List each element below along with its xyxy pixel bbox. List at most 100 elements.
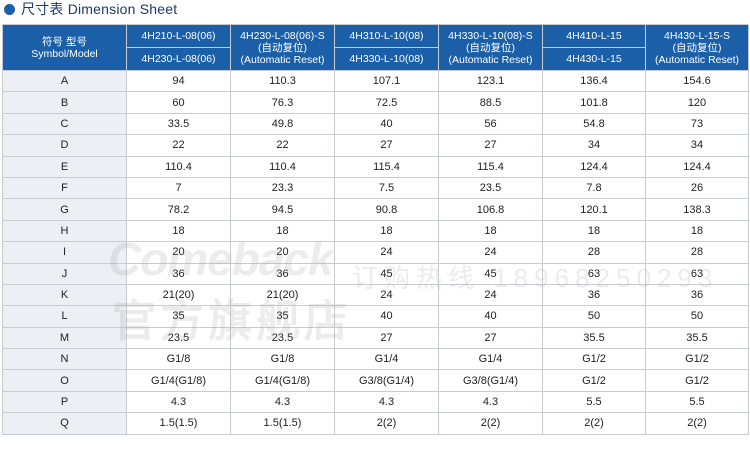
value-cell: G1/2 <box>542 348 646 371</box>
value-cell: 107.1 <box>334 69 439 93</box>
value-cell: 18 <box>126 219 231 243</box>
value-cell: 36 <box>645 283 749 307</box>
value-cell: 72.5 <box>334 91 439 114</box>
value-cell: 36 <box>230 262 335 285</box>
value-cell: 124.4 <box>542 155 646 178</box>
model-header-col2-name: 4H230-L-08(06)-S <box>240 29 325 42</box>
symbol-cell: N <box>2 348 127 371</box>
symbol-cell: G <box>2 198 127 221</box>
symbol-cell: H <box>2 219 127 243</box>
value-cell: 1.5(1.5) <box>126 412 231 435</box>
value-cell: 33.5 <box>126 112 231 136</box>
value-cell: 18 <box>334 219 439 243</box>
model-header-col6-name: 4H430-L-15-S <box>664 29 730 42</box>
table-row: L 35 35 40 40 50 50 <box>2 305 749 328</box>
model-header-col1-top: 4H210-L-08(06) <box>126 24 231 48</box>
value-cell: 50 <box>542 305 646 328</box>
table-row: D 22 22 27 27 34 34 <box>2 134 749 157</box>
symbol-cell: E <box>2 155 127 178</box>
table-row: C 33.5 49.8 40 56 54.8 73 <box>2 112 749 136</box>
value-cell: 115.4 <box>334 155 439 178</box>
value-cell: 40 <box>438 305 543 328</box>
symbol-cell: C <box>2 112 127 136</box>
value-cell: 50 <box>645 305 749 328</box>
value-cell: 27 <box>334 326 439 350</box>
header-row: 符号 型号 Symbol/Model 4H210-L-08(06) 4H230-… <box>2 24 749 71</box>
value-cell: 78.2 <box>126 198 231 221</box>
value-cell: 110.3 <box>230 69 335 93</box>
table-row: H 18 18 18 18 18 18 <box>2 219 749 243</box>
value-cell: 20 <box>230 241 335 264</box>
model-header-col1-bottom: 4H230-L-08(06) <box>126 47 231 71</box>
value-cell: 49.8 <box>230 112 335 136</box>
symbol-cell: O <box>2 369 127 392</box>
value-cell: 2(2) <box>645 412 749 435</box>
value-cell: 1.5(1.5) <box>230 412 335 435</box>
symbol-cell: B <box>2 91 127 114</box>
table-row: Q 1.5(1.5) 1.5(1.5) 2(2) 2(2) 2(2) 2(2) <box>2 412 749 435</box>
value-cell: 36 <box>542 283 646 307</box>
value-cell: 136.4 <box>542 69 646 93</box>
value-cell: 115.4 <box>438 155 543 178</box>
symbol-label-en: Symbol/Model <box>31 47 98 60</box>
value-cell: 5.5 <box>542 390 646 414</box>
value-cell: 20 <box>126 241 231 264</box>
value-cell: G1/2 <box>645 348 749 371</box>
symbol-cell: D <box>2 134 127 157</box>
value-cell: 36 <box>126 262 231 285</box>
dimension-table: 符号 型号 Symbol/Model 4H210-L-08(06) 4H230-… <box>2 24 749 435</box>
model-header-col4: 4H330-L-10(08)-S (自动复位) (Automatic Reset… <box>438 24 543 71</box>
value-cell: 106.8 <box>438 198 543 221</box>
value-cell: 123.1 <box>438 69 543 93</box>
table-row: O G1/4(G1/8) G1/4(G1/8) G3/8(G1/4) G3/8(G1/4… <box>2 369 749 392</box>
model-header-col6: 4H430-L-15-S (自动复位) (Automatic Reset) <box>645 24 749 71</box>
symbol-cell: P <box>2 390 127 414</box>
value-cell: 28 <box>645 241 749 264</box>
value-cell: 35 <box>126 305 231 328</box>
value-cell: G1/2 <box>645 369 749 392</box>
symbol-cell: F <box>2 176 127 200</box>
value-cell: 124.4 <box>645 155 749 178</box>
model-header-col4-cn: (自动复位) <box>466 41 515 54</box>
model-header-col3-top: 4H310-L-10(08) <box>334 24 439 48</box>
model-header-col2-cn: (自动复位) <box>258 41 307 54</box>
symbol-cell: Q <box>2 412 127 435</box>
table-row: I 20 20 24 24 28 28 <box>2 241 749 264</box>
value-cell: 154.6 <box>645 69 749 93</box>
model-header-col3-bottom: 4H330-L-10(08) <box>334 47 439 71</box>
value-cell: 40 <box>334 305 439 328</box>
value-cell: 63 <box>645 262 749 285</box>
value-cell: 35.5 <box>542 326 646 350</box>
header-row-2: 4H230-L-08(06) 4H330-L-10(08) 4H430-L-15 <box>3 47 749 71</box>
table-row: E 110.4 110.4 115.4 115.4 124.4 124.4 <box>2 155 749 178</box>
value-cell: 76.3 <box>230 91 335 114</box>
value-cell: G1/8 <box>230 348 335 371</box>
value-cell: 40 <box>334 112 439 136</box>
value-cell: 94.5 <box>230 198 335 221</box>
value-cell: 22 <box>230 134 335 157</box>
value-cell: G1/4 <box>334 348 439 371</box>
value-cell: 27 <box>438 134 543 157</box>
value-cell: 2(2) <box>334 412 439 435</box>
value-cell: G1/8 <box>126 348 231 371</box>
value-cell: 4.3 <box>126 390 231 414</box>
symbol-cell: I <box>2 241 127 264</box>
value-cell: 34 <box>542 134 646 157</box>
value-cell: 110.4 <box>126 155 231 178</box>
model-header-col4-en: (Automatic Reset) <box>448 53 533 66</box>
value-cell: 138.3 <box>645 198 749 221</box>
table-body: A 94 110.3 107.1 123.1 136.4 154.6 B 60 76.3 72.5 8… <box>2 69 749 435</box>
value-cell: 21(20) <box>126 283 231 307</box>
bullet-icon <box>4 3 15 15</box>
value-cell: 73 <box>645 112 749 136</box>
value-cell: 18 <box>542 219 646 243</box>
value-cell: 90.8 <box>334 198 439 221</box>
value-cell: 7 <box>126 176 231 200</box>
value-cell: 18 <box>438 219 543 243</box>
value-cell: 45 <box>438 262 543 285</box>
table-row: A 94 110.3 107.1 123.1 136.4 154.6 <box>2 69 749 93</box>
value-cell: 120 <box>645 91 749 114</box>
symbol-cell: K <box>2 283 127 307</box>
model-header-col4-name: 4H330-L-10(08)-S <box>448 29 533 42</box>
value-cell: 26 <box>645 176 749 200</box>
